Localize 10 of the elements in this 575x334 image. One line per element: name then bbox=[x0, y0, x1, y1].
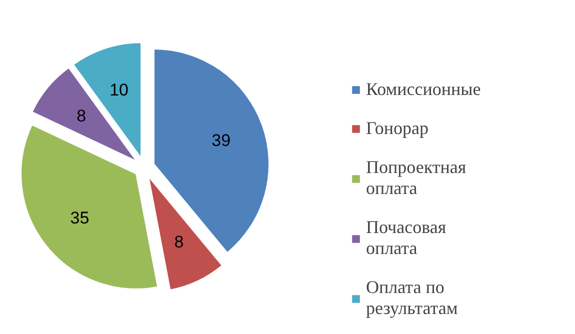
data-label: 39 bbox=[212, 130, 231, 150]
legend-label: Попроектная оплата bbox=[366, 157, 466, 199]
data-label: 35 bbox=[70, 208, 90, 228]
legend-label: Гонорар bbox=[366, 118, 428, 139]
data-label: 8 bbox=[174, 232, 184, 252]
data-label: 10 bbox=[110, 80, 128, 100]
legend-label: Почасовая оплата bbox=[366, 217, 446, 259]
data-label: 8 bbox=[76, 106, 86, 126]
legend-label: Оплата по результатам bbox=[366, 277, 458, 319]
legend-label: Комиссионные bbox=[366, 79, 481, 100]
